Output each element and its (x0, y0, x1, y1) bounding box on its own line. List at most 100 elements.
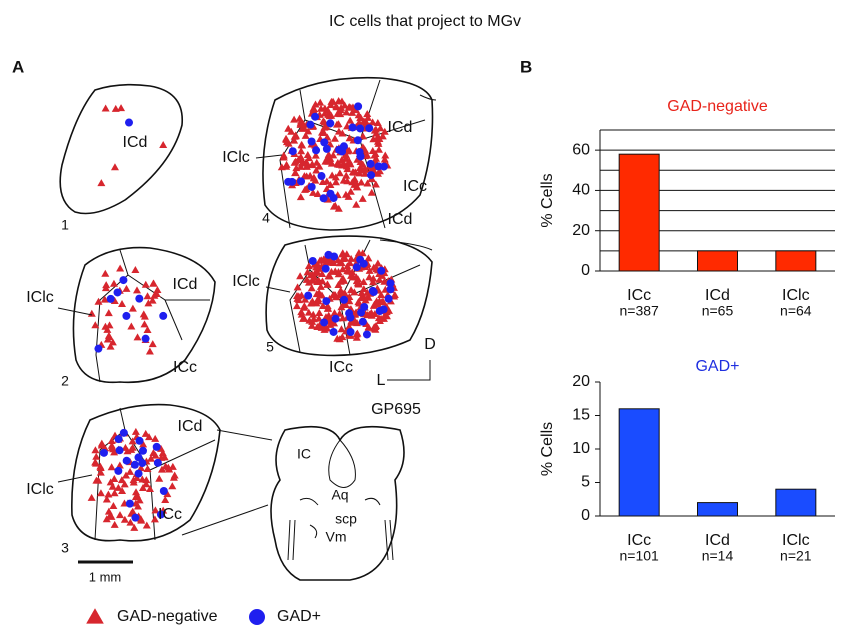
cell-circle (326, 119, 335, 128)
cell-triangle (101, 104, 110, 112)
cell-triangle (94, 297, 103, 305)
cell-circle (119, 276, 128, 285)
cell-triangle (318, 277, 327, 285)
cell-circle (356, 152, 365, 161)
cell-circle (368, 286, 377, 295)
cell-triangle (97, 179, 106, 187)
cell-triangle (91, 458, 100, 466)
cell-triangle (151, 434, 160, 442)
cell-triangle (127, 445, 136, 453)
cell-triangle (335, 169, 344, 177)
cell-triangle (282, 135, 291, 143)
bar (697, 250, 738, 272)
cell-circle (297, 177, 306, 186)
cell-circle (340, 295, 349, 304)
cell-triangle (292, 164, 301, 172)
count-label: n=101 (620, 548, 660, 564)
cell-triangle (294, 296, 303, 304)
cell-triangle (369, 263, 378, 271)
cell-circle (346, 313, 355, 322)
leader-line (265, 286, 291, 293)
y-tick-label: 10 (572, 440, 590, 457)
cell-triangle (115, 461, 124, 469)
cell-circle (304, 291, 313, 300)
cell-triangle (153, 285, 162, 293)
cell-circle (322, 297, 331, 306)
cell-triangle (155, 474, 164, 482)
cell-triangle (299, 119, 308, 127)
cell-triangle (336, 110, 345, 118)
cell-triangle (303, 160, 312, 168)
cell-triangle (338, 314, 347, 322)
cell-circle (379, 162, 388, 171)
y-axis-label: % Cells (539, 422, 556, 476)
cell-circle (156, 510, 165, 519)
cell-triangle (297, 140, 306, 148)
cell-triangle (110, 520, 119, 528)
cell-triangle (340, 289, 349, 297)
cell-triangle (101, 269, 110, 277)
cell-circle (249, 609, 265, 625)
region-label: ICd (178, 418, 203, 435)
cell-triangle (353, 329, 362, 337)
cell-circle (135, 436, 144, 445)
cell-circle (360, 302, 369, 311)
cell-circle (152, 442, 161, 451)
x-tick-label: ICd (705, 532, 730, 549)
cell-triangle (390, 290, 399, 298)
cell-triangle (380, 155, 389, 163)
cell-triangle (102, 495, 111, 503)
cell-circle (386, 279, 395, 288)
cell-triangle (161, 496, 170, 504)
cell-triangle (146, 484, 155, 492)
cell-triangle (129, 476, 138, 484)
cell-triangle (373, 259, 382, 267)
cell-triangle (307, 284, 316, 292)
cell-triangle (297, 308, 306, 316)
bar (618, 153, 660, 272)
cell-triangle (365, 266, 374, 274)
cell-triangle (121, 443, 130, 451)
cell-triangle (346, 187, 355, 195)
region-label: ICd (388, 119, 413, 136)
cell-triangle (300, 314, 309, 322)
cell-triangle (349, 318, 358, 326)
y-tick-label: 60 (572, 141, 590, 158)
cell-markers (86, 96, 399, 625)
cell-triangle (333, 160, 342, 168)
cell-triangle (159, 141, 168, 149)
chart-title: GAD-negative (667, 98, 768, 115)
cell-circle (114, 435, 123, 444)
cell-circle (119, 428, 128, 437)
cell-circle (159, 487, 168, 496)
cell-triangle (315, 288, 324, 296)
cell-triangle (96, 464, 105, 472)
cell-triangle (343, 177, 352, 185)
cell-triangle (160, 453, 169, 461)
inset-label: Aq (331, 487, 348, 503)
cell-triangle (329, 259, 338, 267)
cell-triangle (323, 304, 332, 312)
cell-circle (307, 182, 316, 191)
cell-triangle (376, 124, 385, 132)
cell-triangle (284, 124, 293, 132)
cell-triangle (326, 101, 335, 109)
cell-triangle (141, 280, 150, 288)
cell-circle (339, 142, 348, 151)
cell-triangle (323, 280, 332, 288)
cell-triangle (352, 276, 361, 284)
cell-triangle (337, 155, 346, 163)
bar (697, 502, 738, 517)
cell-circle (94, 344, 103, 353)
cell-triangle (138, 483, 147, 491)
cell-triangle (117, 104, 126, 112)
cell-triangle (367, 188, 376, 196)
y-tick-label: 40 (572, 182, 590, 199)
cell-triangle (319, 117, 328, 125)
cell-triangle (149, 279, 158, 287)
cell-triangle (355, 118, 364, 126)
cell-triangle (131, 427, 140, 435)
cell-triangle (354, 111, 363, 119)
cell-triangle (345, 134, 354, 142)
cell-triangle (301, 131, 310, 139)
